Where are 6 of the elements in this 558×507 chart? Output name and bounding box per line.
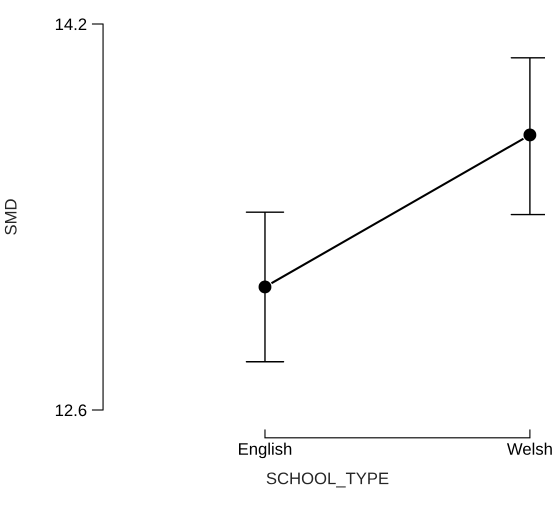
x-tick-label: English (239, 442, 292, 458)
y-tick-label: 14.2 (56, 18, 86, 30)
y-axis-title: SMD (4, 199, 17, 235)
x-tick-label: Welsh (506, 442, 552, 455)
y-tick-label: 12.6 (56, 404, 86, 416)
x-axis-title: SCHOOL_TYPE (266, 472, 388, 488)
